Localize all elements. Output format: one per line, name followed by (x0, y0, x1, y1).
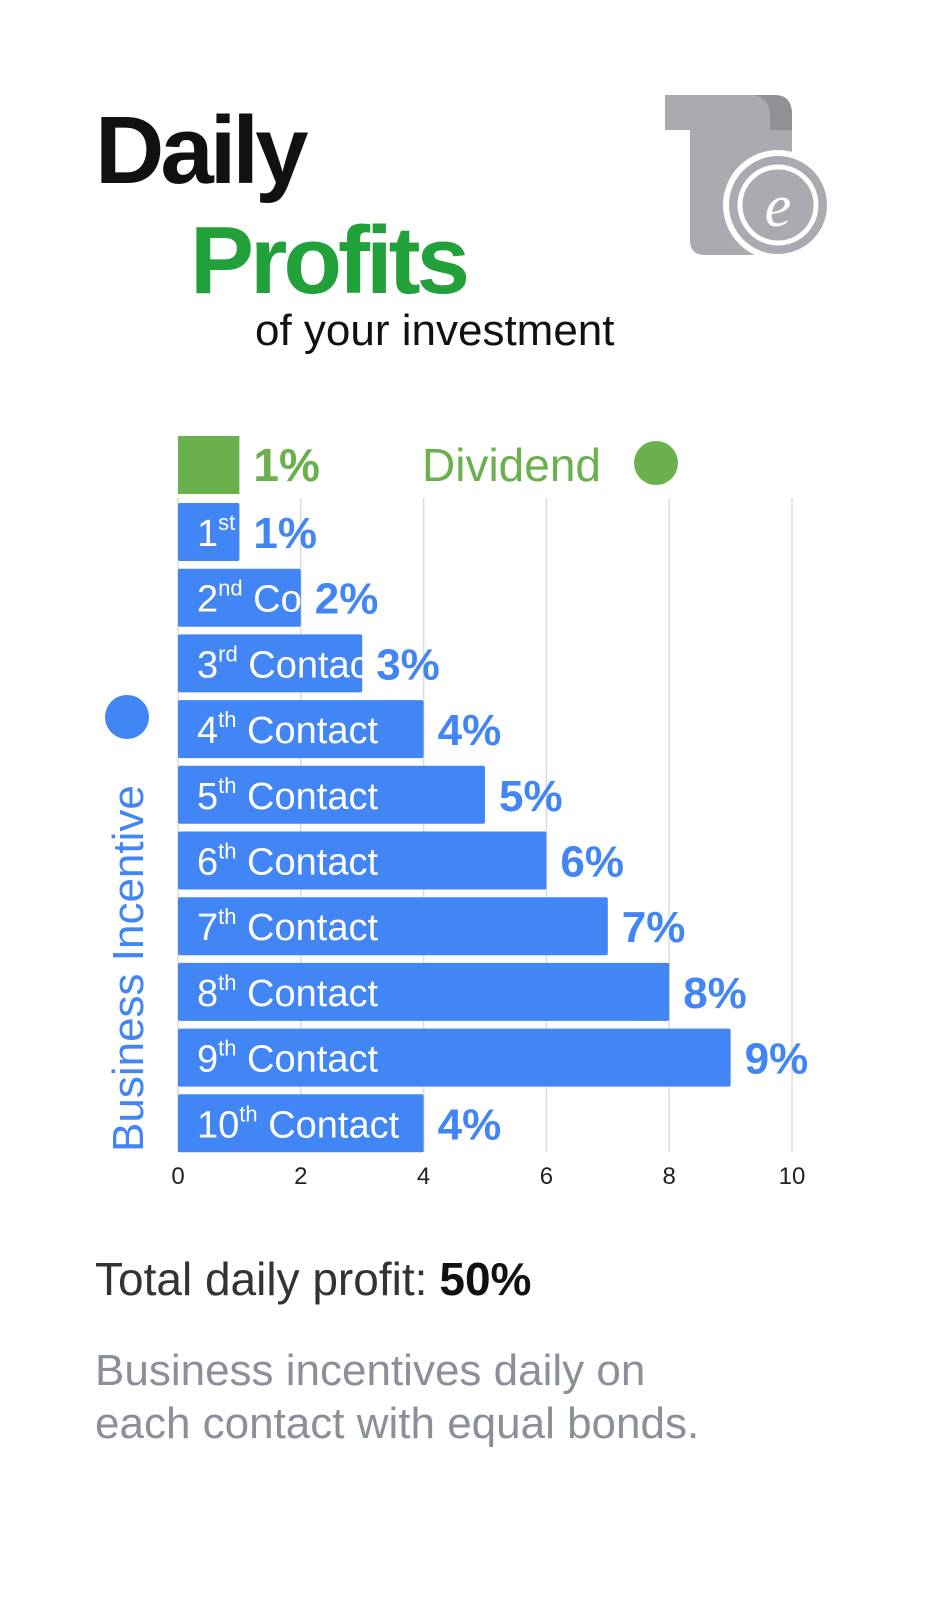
bar (178, 1028, 731, 1087)
note-line: each contact with equal bonds. (95, 1399, 699, 1448)
chart: 0 2 4 6 8 10 1% Dividend Business Incentive 1st C… (104, 436, 808, 1190)
x-tick-label: 0 (171, 1163, 184, 1190)
dividend-bar (178, 436, 240, 494)
subtitle: of your investment (255, 306, 615, 355)
x-tick-label: 8 (663, 1163, 676, 1190)
category-label: 6th Contact (197, 839, 378, 884)
y-axis-label: Business Incentive (104, 785, 153, 1152)
category-label: 8th Contact (197, 970, 378, 1015)
category-label: 3rd Contact (197, 641, 380, 686)
logo-letter: e (765, 173, 792, 239)
value-label: 6% (560, 838, 624, 887)
x-tick-label: 4 (417, 1163, 430, 1190)
category-label: 9th Contact (197, 1036, 378, 1081)
category-label: 4th Contact (197, 707, 378, 752)
bar (178, 700, 424, 759)
bar (178, 897, 608, 956)
value-label: 4% (438, 1100, 502, 1149)
note-line: Business incentives daily on (95, 1346, 645, 1395)
dividend-value-label: 1% (253, 439, 319, 491)
value-label: 7% (622, 903, 686, 952)
dividend-legend-label: Dividend (422, 439, 601, 491)
value-label: 2% (315, 575, 379, 624)
value-label: 5% (499, 772, 563, 821)
bar (178, 503, 240, 561)
value-label: 9% (745, 1035, 809, 1084)
dividend-legend-dot (634, 441, 678, 485)
x-tick-label: 10 (779, 1163, 806, 1190)
title-line2: Profits (190, 207, 467, 314)
category-label: 7th Contact (197, 904, 378, 949)
total: Total daily profit: 50% (95, 1253, 531, 1305)
title-line1: Daily (95, 97, 308, 204)
total-value: 50% (439, 1253, 531, 1305)
bar (178, 568, 301, 627)
logo: e (665, 95, 833, 260)
bar (178, 1094, 424, 1153)
x-tick-label: 2 (294, 1163, 307, 1190)
bar (178, 634, 363, 693)
x-tick-label: 6 (540, 1163, 553, 1190)
total-label: Total daily profit: (95, 1253, 427, 1305)
value-label: 4% (438, 706, 502, 755)
category-label: 5th Contact (197, 773, 378, 818)
bar (178, 831, 547, 890)
category-label: 2nd Contact (197, 576, 385, 621)
value-label: 8% (683, 969, 747, 1018)
category-label: 10th Contact (197, 1101, 400, 1146)
y-axis-dot (105, 695, 149, 739)
bar (178, 765, 485, 824)
bar (178, 962, 670, 1021)
value-label: 3% (376, 640, 440, 689)
category-label: 1st Contact (197, 510, 377, 555)
value-label: 1% (253, 509, 317, 558)
